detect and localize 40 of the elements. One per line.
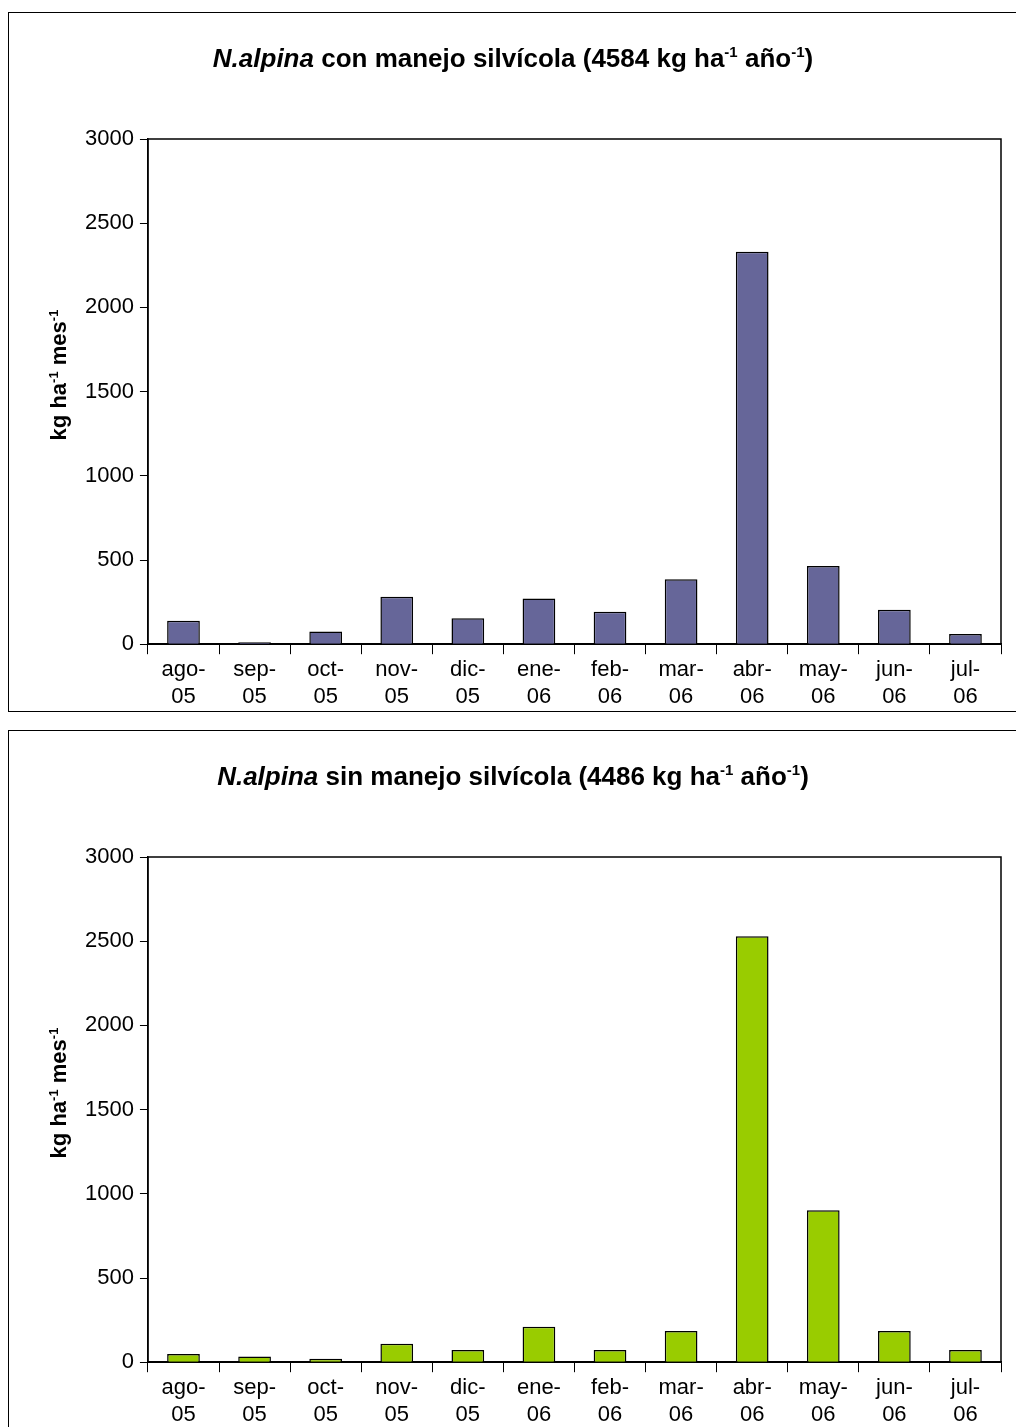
- x-tick-label: mar-06: [658, 1374, 704, 1426]
- y-tick-label: 2500: [84, 209, 134, 235]
- x-tick-label: may-06: [798, 1374, 848, 1426]
- x-tick-label: abr-06: [732, 656, 772, 708]
- x-tick-label: nov-05: [375, 656, 419, 708]
- y-tick-label: 2000: [84, 293, 134, 319]
- y-tick-label: 0: [121, 1348, 134, 1374]
- x-tick-label: oct-05: [307, 656, 345, 708]
- y-tick-label: 3000: [84, 125, 134, 151]
- x-tick-label: jul-06: [949, 656, 981, 708]
- x-tick-label: jun-06: [875, 656, 913, 708]
- x-tick-label: mar-06: [658, 656, 704, 708]
- y-tick-label: 3000: [84, 843, 134, 869]
- x-tick-label: jul-06: [949, 1374, 981, 1426]
- x-tick-label: ene-06: [516, 1374, 561, 1426]
- y-tick-label: 1500: [84, 377, 134, 403]
- x-tick-label: ago-05: [161, 1374, 206, 1426]
- y-tick-label: 1000: [84, 461, 134, 487]
- x-tick-label: dic-05: [450, 656, 486, 708]
- y-tick-label: 500: [97, 546, 134, 572]
- x-tick-label: ago-05: [161, 656, 206, 708]
- x-tick-label: oct-05: [307, 1374, 345, 1426]
- x-tick-label: sep-05: [233, 656, 276, 708]
- chart-title: N.alpina sin manejo silvícola (4486 kg ha$^{-1}$ año$^{-1}$): [217, 761, 809, 791]
- x-tick-label: sep-05: [233, 1374, 276, 1426]
- x-tick-label: jun-06: [875, 1374, 913, 1426]
- chart-title: N.alpina con manejo silvícola (4584 kg ha$^{-1}$ año$^{-1}$): [212, 43, 814, 73]
- x-tick-label: feb-06: [591, 656, 629, 708]
- y-tick-label: 1000: [84, 1179, 134, 1205]
- y-tick-label: 1500: [84, 1095, 134, 1121]
- y-tick-label: 500: [97, 1264, 134, 1290]
- x-tick-label: abr-06: [732, 1374, 772, 1426]
- x-tick-label: feb-06: [591, 1374, 629, 1426]
- x-tick-label: may-06: [798, 656, 848, 708]
- y-tick-label: 2000: [84, 1011, 134, 1037]
- x-tick-label: ene-06: [516, 656, 561, 708]
- x-tick-label: dic-05: [450, 1374, 486, 1426]
- x-tick-label: nov-05: [375, 1374, 419, 1426]
- y-tick-label: 0: [121, 630, 134, 656]
- y-tick-label: 2500: [84, 927, 134, 953]
